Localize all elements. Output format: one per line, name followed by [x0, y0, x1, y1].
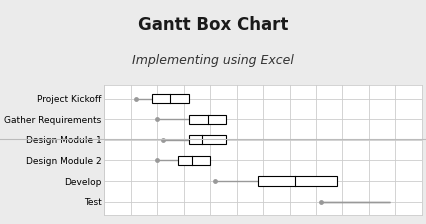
Bar	[178, 156, 210, 165]
Bar	[152, 94, 189, 103]
Bar	[189, 114, 226, 124]
Bar	[258, 176, 337, 186]
Text: Gantt Box Chart: Gantt Box Chart	[138, 16, 288, 34]
Text: Implementing using Excel: Implementing using Excel	[132, 54, 294, 67]
Bar	[189, 135, 226, 144]
